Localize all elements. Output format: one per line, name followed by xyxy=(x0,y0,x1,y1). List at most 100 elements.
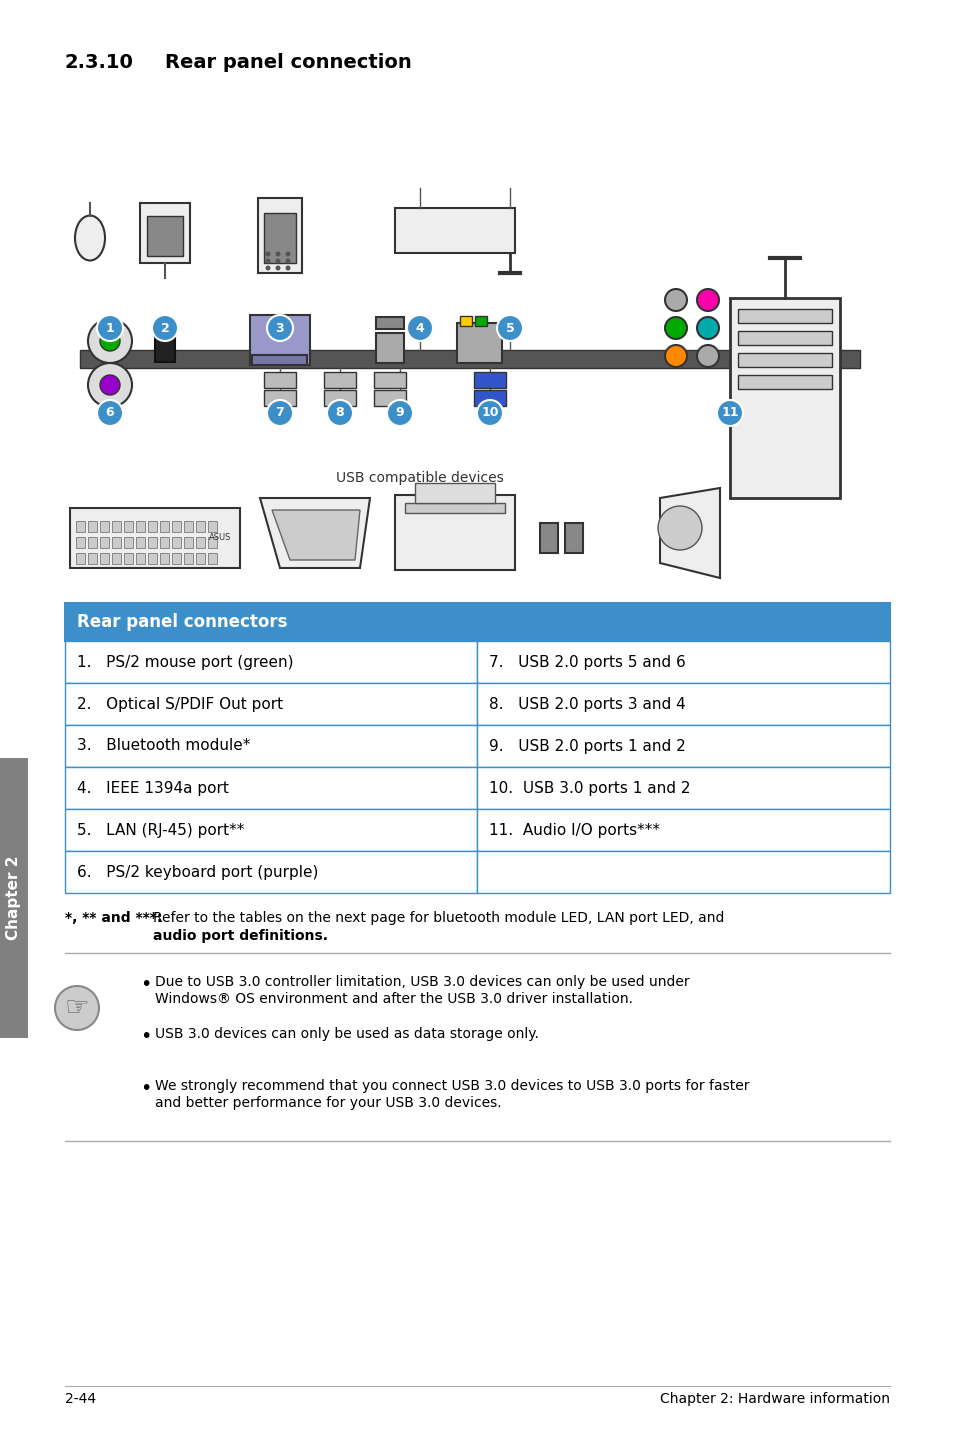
Bar xyxy=(184,554,193,564)
Circle shape xyxy=(285,259,291,263)
Bar xyxy=(184,521,193,532)
Text: audio port definitions.: audio port definitions. xyxy=(152,929,328,943)
Bar xyxy=(208,521,216,532)
Bar xyxy=(147,216,183,256)
Bar xyxy=(477,851,889,893)
Bar xyxy=(477,766,889,810)
Polygon shape xyxy=(260,498,370,568)
Circle shape xyxy=(275,266,280,270)
Text: ASUS: ASUS xyxy=(209,533,231,542)
Bar xyxy=(65,603,889,641)
Bar xyxy=(415,483,495,503)
Text: 8: 8 xyxy=(335,407,344,420)
Bar xyxy=(88,554,97,564)
Bar xyxy=(324,372,355,388)
Text: 5.   LAN (RJ-45) port**: 5. LAN (RJ-45) port** xyxy=(77,823,244,837)
Text: 4.   IEEE 1394a port: 4. IEEE 1394a port xyxy=(77,781,229,795)
Bar xyxy=(148,536,157,548)
Bar xyxy=(457,324,502,362)
Circle shape xyxy=(97,315,123,341)
Circle shape xyxy=(100,331,120,351)
Circle shape xyxy=(664,289,686,311)
Circle shape xyxy=(275,259,280,263)
Bar xyxy=(324,390,355,406)
Circle shape xyxy=(267,315,293,341)
Circle shape xyxy=(285,252,291,256)
Circle shape xyxy=(664,316,686,339)
Text: 2.3.10: 2.3.10 xyxy=(65,53,133,72)
Bar xyxy=(124,521,132,532)
Bar xyxy=(475,316,486,326)
Bar xyxy=(184,536,193,548)
Bar xyxy=(160,536,169,548)
Bar xyxy=(100,554,109,564)
Bar xyxy=(112,554,121,564)
Circle shape xyxy=(97,400,123,426)
Bar xyxy=(100,521,109,532)
Circle shape xyxy=(497,315,522,341)
Bar xyxy=(100,536,109,548)
Circle shape xyxy=(664,345,686,367)
Text: 8.   USB 2.0 ports 3 and 4: 8. USB 2.0 ports 3 and 4 xyxy=(489,696,685,712)
Text: 3: 3 xyxy=(275,322,284,335)
Text: 5: 5 xyxy=(505,322,514,335)
Bar xyxy=(195,536,205,548)
Text: USB compatible devices: USB compatible devices xyxy=(335,472,503,485)
Circle shape xyxy=(407,315,433,341)
Text: 7: 7 xyxy=(275,407,284,420)
Text: 9: 9 xyxy=(395,407,404,420)
Circle shape xyxy=(387,400,413,426)
Text: 9.   USB 2.0 ports 1 and 2: 9. USB 2.0 ports 1 and 2 xyxy=(489,739,685,754)
Bar xyxy=(65,641,477,683)
Text: *, ** and ***:: *, ** and ***: xyxy=(65,912,162,925)
Text: Windows® OS environment and after the USB 3.0 driver installation.: Windows® OS environment and after the US… xyxy=(154,992,633,1007)
Text: Chapter 2: Chapter 2 xyxy=(7,856,22,940)
Bar xyxy=(65,810,477,851)
Bar xyxy=(264,213,295,263)
Text: Rear panel connection: Rear panel connection xyxy=(165,53,412,72)
Bar xyxy=(148,521,157,532)
Circle shape xyxy=(697,345,719,367)
Bar xyxy=(172,536,181,548)
Text: 10: 10 xyxy=(480,407,498,420)
Bar xyxy=(477,641,889,683)
Text: 2.   Optical S/PDIF Out port: 2. Optical S/PDIF Out port xyxy=(77,696,283,712)
Text: 2-44: 2-44 xyxy=(65,1392,96,1406)
Bar xyxy=(195,554,205,564)
Bar xyxy=(124,536,132,548)
Bar xyxy=(112,536,121,548)
Bar xyxy=(195,521,205,532)
Bar xyxy=(154,334,174,362)
Circle shape xyxy=(265,252,271,256)
Circle shape xyxy=(476,400,502,426)
Bar xyxy=(374,372,406,388)
Bar xyxy=(148,554,157,564)
Bar xyxy=(253,355,307,365)
Bar xyxy=(136,554,145,564)
Bar xyxy=(738,375,831,390)
Bar xyxy=(250,315,310,365)
Circle shape xyxy=(88,362,132,407)
Bar xyxy=(160,554,169,564)
Text: 11: 11 xyxy=(720,407,738,420)
Bar xyxy=(76,536,85,548)
Bar xyxy=(88,536,97,548)
Text: We strongly recommend that you connect USB 3.0 devices to USB 3.0 ports for fast: We strongly recommend that you connect U… xyxy=(154,1078,749,1093)
Bar xyxy=(477,683,889,725)
Bar xyxy=(80,349,859,368)
Text: 7.   USB 2.0 ports 5 and 6: 7. USB 2.0 ports 5 and 6 xyxy=(489,654,685,670)
Bar xyxy=(65,851,477,893)
Text: 1: 1 xyxy=(106,322,114,335)
Bar xyxy=(264,390,295,406)
Bar xyxy=(172,521,181,532)
Text: Chapter 2: Hardware information: Chapter 2: Hardware information xyxy=(659,1392,889,1406)
Circle shape xyxy=(697,289,719,311)
Polygon shape xyxy=(659,487,720,578)
Bar xyxy=(208,536,216,548)
Bar xyxy=(375,316,403,329)
Circle shape xyxy=(265,266,271,270)
Bar xyxy=(477,725,889,766)
Text: ☞: ☞ xyxy=(65,994,90,1022)
Circle shape xyxy=(55,986,99,1030)
Bar xyxy=(76,554,85,564)
